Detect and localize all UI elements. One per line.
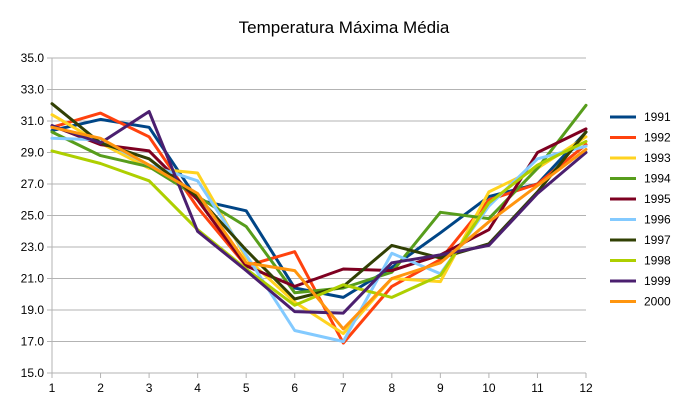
x-tick-label: 10 — [482, 381, 496, 395]
legend-label-1995: 1995 — [644, 192, 671, 206]
y-tick-label: 15.0 — [21, 366, 45, 380]
series-line-1995 — [50, 124, 588, 288]
series-line-1999 — [50, 110, 588, 315]
legend-label-1993: 1993 — [644, 151, 671, 165]
legend-label-2000: 2000 — [644, 295, 671, 309]
x-tick-label: 12 — [579, 381, 593, 395]
series-line-1998 — [50, 140, 588, 307]
legend-label-1994: 1994 — [644, 172, 671, 186]
x-tick-label: 6 — [291, 381, 298, 395]
y-tick-label: 33.0 — [21, 83, 45, 97]
legend-label-1992: 1992 — [644, 131, 671, 145]
x-tick-label: 11 — [531, 381, 544, 395]
legend: 1991 1992 1993 1994 1995 1996 1997 1998 1999 2000 — [610, 110, 671, 309]
y-tick-label: 19.0 — [21, 303, 45, 317]
legend-label-1998: 1998 — [644, 254, 671, 268]
x-tick-label: 7 — [340, 381, 347, 395]
x-tick-label: 5 — [243, 381, 250, 395]
y-tick-label: 35.0 — [21, 51, 45, 65]
series-line-1994 — [50, 103, 588, 295]
series-line-2000 — [50, 125, 588, 331]
y-tick-label: 25.0 — [21, 209, 45, 223]
legend-label-1997: 1997 — [644, 233, 671, 247]
x-tick-label: 8 — [388, 381, 395, 395]
legend-label-1991: 1991 — [644, 110, 671, 124]
chart-title: Temperatura Máxima Média — [239, 18, 450, 37]
y-tick-label: 31.0 — [21, 114, 45, 128]
x-tick-label: 4 — [194, 381, 201, 395]
y-tick-label: 29.0 — [21, 146, 45, 160]
x-tick-label: 9 — [437, 381, 444, 395]
axes: 15.0 17.0 19.0 21.0 23.0 25.0 27.0 29.0 31.0 33.0… — [21, 51, 593, 395]
series-lines — [50, 102, 588, 345]
x-tick-label: 3 — [146, 381, 153, 395]
legend-label-1999: 1999 — [644, 274, 671, 288]
legend-label-1996: 1996 — [644, 213, 671, 227]
grid-lines — [52, 57, 586, 374]
x-tick-label: 1 — [49, 381, 56, 395]
x-tick-label: 2 — [97, 381, 104, 395]
y-tick-label: 21.0 — [21, 272, 45, 286]
y-tick-label: 17.0 — [21, 335, 45, 349]
y-tick-label: 23.0 — [21, 240, 45, 254]
y-tick-label: 27.0 — [21, 177, 45, 191]
